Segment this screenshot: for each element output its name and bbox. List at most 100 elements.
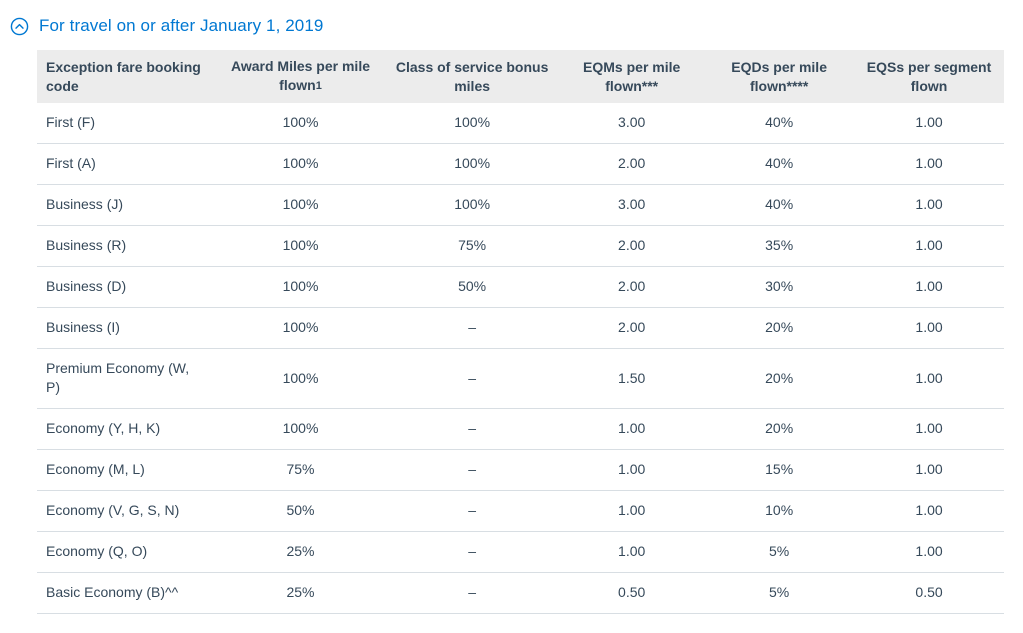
- column-header-class-bonus: Class of service bonus miles: [385, 50, 560, 103]
- column-header-award-miles: Award Miles per mile flown1: [215, 50, 386, 103]
- accordion-title[interactable]: For travel on or after January 1, 2019: [39, 16, 324, 35]
- table-row: First (F) 100% 100% 3.00 40% 1.00: [37, 103, 1004, 144]
- value-cell: 2.00: [559, 266, 705, 308]
- table-row: First (A) 100% 100% 2.00 40% 1.00: [37, 143, 1004, 185]
- fare-code-cell: Business (R): [37, 225, 216, 267]
- value-cell: 100%: [385, 103, 560, 144]
- value-cell: –: [385, 572, 560, 614]
- value-cell: 40%: [704, 103, 855, 144]
- value-cell: 100%: [385, 143, 560, 185]
- fare-table: Exception fare booking code Award Miles …: [37, 50, 1004, 614]
- value-cell: 100%: [215, 184, 386, 226]
- value-cell: 50%: [215, 490, 386, 532]
- value-cell: 100%: [215, 225, 386, 267]
- value-cell: 1.00: [854, 225, 1004, 267]
- value-cell: 1.00: [854, 143, 1004, 185]
- fare-code-cell: First (A): [37, 143, 216, 185]
- value-cell: 1.00: [854, 449, 1004, 491]
- table-row: Economy (V, G, S, N) 50% –1.00 10% 1.00: [37, 490, 1004, 532]
- footnote-marker: 1: [315, 80, 322, 92]
- value-cell: –: [385, 307, 560, 349]
- column-header-eqs: EQSs per segment flown: [854, 50, 1004, 103]
- value-cell: 25%: [215, 572, 386, 614]
- fare-code-cell: Premium Economy (W, P): [37, 348, 216, 409]
- fare-table-container: Exception fare booking code Award Miles …: [37, 50, 1004, 614]
- fare-code-cell: Economy (M, L): [37, 449, 216, 491]
- value-cell: 2.00: [559, 307, 705, 349]
- value-cell: 1.00: [854, 531, 1004, 573]
- header-row: Exception fare booking code Award Miles …: [37, 50, 1004, 103]
- value-cell: 100%: [215, 143, 386, 185]
- value-cell: 1.00: [559, 531, 705, 573]
- value-cell: 100%: [215, 307, 386, 349]
- column-header-eqd: EQDs per mile flown****: [704, 50, 855, 103]
- value-cell: 5%: [704, 572, 855, 614]
- value-cell: 100%: [215, 348, 386, 409]
- value-cell: 3.00: [559, 103, 705, 144]
- table-row: Business (D) 100% 50% 2.00 30% 1.00: [37, 266, 1004, 308]
- value-cell: –: [385, 449, 560, 491]
- value-cell: 30%: [704, 266, 855, 308]
- value-cell: 100%: [215, 408, 386, 450]
- fare-code-cell: Economy (Y, H, K): [37, 408, 216, 450]
- fare-code-cell: Economy (V, G, S, N): [37, 490, 216, 532]
- value-cell: 35%: [704, 225, 855, 267]
- value-cell: 1.00: [854, 266, 1004, 308]
- table-row: Economy (M, L) 75% –1.00 15% 1.00: [37, 449, 1004, 491]
- fare-code-cell: Basic Economy (B)^^: [37, 572, 216, 614]
- value-cell: 1.00: [854, 103, 1004, 144]
- value-cell: 75%: [215, 449, 386, 491]
- table-row: Economy (Q, O) 25% –1.00 5% 1.00: [37, 531, 1004, 573]
- value-cell: –: [385, 348, 560, 409]
- value-cell: 15%: [704, 449, 855, 491]
- column-header-booking-code: Exception fare booking code: [37, 50, 216, 103]
- value-cell: 50%: [385, 266, 560, 308]
- value-cell: 1.00: [559, 449, 705, 491]
- value-cell: –: [385, 408, 560, 450]
- table-row: Basic Economy (B)^^ 25% –0.50 5% 0.50: [37, 572, 1004, 614]
- value-cell: 20%: [704, 408, 855, 450]
- fare-code-cell: Business (I): [37, 307, 216, 349]
- value-cell: 1.50: [559, 348, 705, 409]
- column-header-eqm: EQMs per mile flown***: [559, 50, 705, 103]
- value-cell: 5%: [704, 531, 855, 573]
- value-cell: 100%: [215, 266, 386, 308]
- value-cell: 0.50: [559, 572, 705, 614]
- value-cell: 2.00: [559, 143, 705, 185]
- value-cell: 40%: [704, 184, 855, 226]
- fare-code-cell: Business (D): [37, 266, 216, 308]
- table-row: Business (I) 100% –2.00 20% 1.00: [37, 307, 1004, 349]
- table-row: Premium Economy (W, P) 100% –1.50 20% 1.00: [37, 348, 1004, 409]
- value-cell: 100%: [215, 103, 386, 144]
- value-cell: 10%: [704, 490, 855, 532]
- value-cell: 1.00: [854, 348, 1004, 409]
- value-cell: 75%: [385, 225, 560, 267]
- table-row: Business (R) 100% 75% 2.00 35% 1.00: [37, 225, 1004, 267]
- table-row: Business (J) 100% 100% 3.00 40% 1.00: [37, 184, 1004, 226]
- table-header: Exception fare booking code Award Miles …: [37, 50, 1004, 103]
- table-row: Economy (Y, H, K) 100% –1.00 20% 1.00: [37, 408, 1004, 450]
- value-cell: 25%: [215, 531, 386, 573]
- value-cell: 2.00: [559, 225, 705, 267]
- value-cell: 3.00: [559, 184, 705, 226]
- table-body: First (F) 100% 100% 3.00 40% 1.00 First (A) 100…: [37, 103, 1004, 614]
- value-cell: 40%: [704, 143, 855, 185]
- value-cell: –: [385, 531, 560, 573]
- fare-code-cell: First (F): [37, 103, 216, 144]
- value-cell: 1.00: [559, 408, 705, 450]
- value-cell: 0.50: [854, 572, 1004, 614]
- accordion-toggle[interactable]: For travel on or after January 1, 2019: [0, 0, 323, 36]
- value-cell: 1.00: [854, 408, 1004, 450]
- value-cell: 1.00: [854, 307, 1004, 349]
- fare-code-cell: Economy (Q, O): [37, 531, 216, 573]
- value-cell: 1.00: [854, 184, 1004, 226]
- value-cell: 20%: [704, 307, 855, 349]
- fare-code-cell: Business (J): [37, 184, 216, 226]
- chevron-up-circle-icon[interactable]: [10, 17, 29, 36]
- value-cell: 1.00: [854, 490, 1004, 532]
- value-cell: 1.00: [559, 490, 705, 532]
- value-cell: 100%: [385, 184, 560, 226]
- value-cell: –: [385, 490, 560, 532]
- value-cell: 20%: [704, 348, 855, 409]
